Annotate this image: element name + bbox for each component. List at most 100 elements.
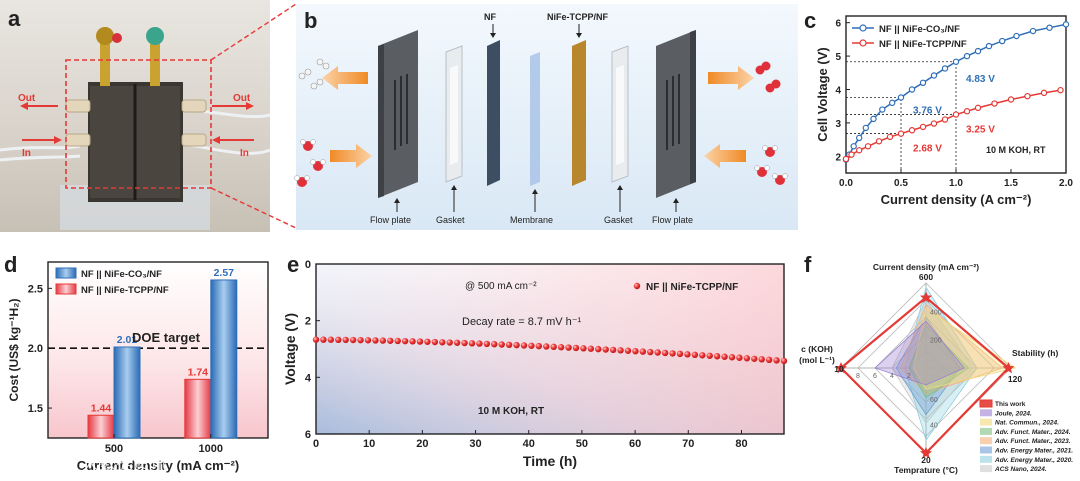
radar-series <box>908 324 970 399</box>
axis-tick-top: 400 <box>930 309 942 316</box>
panel-f: f 600 120 20 10 200 400 2 4 6 8 60 40 Current densit… <box>799 252 1073 475</box>
series-line <box>845 23 1067 161</box>
legend-label: Joule, 2024. <box>995 410 1032 417</box>
panel-c: c 0.0 0.5 1.0 1.5 2.0 2 3 4 5 6 Current density (A… <box>804 8 1073 207</box>
data-point <box>919 123 927 131</box>
bar <box>113 346 141 439</box>
y-tick-label: 3 <box>835 119 841 130</box>
y-tick-label: 4 <box>835 85 841 96</box>
label-nf: NF <box>484 12 496 22</box>
legend-label: NF || NiFe-CO₃/NF <box>81 269 162 280</box>
data-point <box>639 348 647 355</box>
legend-label: NF || NiFe-CO₃/NF <box>879 24 960 35</box>
data-point <box>453 339 461 346</box>
x-axis-label: Current density (mA cm⁻²) <box>77 458 239 473</box>
y-tick-label: 2.0 <box>28 343 43 355</box>
zoom-box <box>65 59 212 189</box>
data-point <box>1024 92 1031 100</box>
data-point <box>327 336 335 343</box>
data-point <box>624 347 632 354</box>
data-point <box>991 100 998 107</box>
fitting <box>65 133 91 147</box>
x-axis-label: Time (h) <box>523 453 577 469</box>
data-point <box>963 108 971 115</box>
data-point <box>848 151 855 158</box>
x-tick-label: 0.0 <box>839 178 853 189</box>
data-point <box>773 357 780 364</box>
data-point <box>889 99 896 107</box>
data-point <box>446 339 453 346</box>
bar-value-label: 2.57 <box>214 267 235 279</box>
legend-marker <box>633 282 641 290</box>
panel-letter-a: a <box>8 6 21 31</box>
label-nife-tcpp: NiFe-TCPP/NF <box>547 12 609 22</box>
watermark: 大数据资讯 <box>52 454 167 473</box>
flow-plate-right <box>656 30 696 198</box>
chart-e: 0 10 20 30 40 50 60 70 80 0 2 4 6 Time (h) Voltage (V)… <box>282 259 788 469</box>
data-point <box>468 340 476 347</box>
axis-max-right: 120 <box>1008 374 1022 384</box>
panel-letter-d: d <box>4 252 17 277</box>
x-tick-label: 70 <box>682 438 694 450</box>
data-label: 3.76 V <box>913 106 942 117</box>
legend-label: Nat. Commun., 2024. <box>995 420 1059 427</box>
data-point <box>758 356 765 363</box>
condition-bottom: 10 M KOH, RT <box>478 406 544 417</box>
data-point <box>661 349 669 357</box>
data-point <box>520 342 528 349</box>
data-point <box>401 337 409 345</box>
data-point <box>706 352 713 359</box>
data-point <box>684 351 691 358</box>
data-point <box>780 357 788 365</box>
label-membrane: Membrane <box>510 215 553 225</box>
arrow-out-o2 <box>322 66 368 90</box>
legend-label: Adv. Energy Mater., 2020. <box>994 457 1073 464</box>
data-point <box>349 336 357 344</box>
data-label: 4.83 V <box>966 74 995 85</box>
radar-star-marker <box>1002 362 1015 374</box>
axis-label-temperature: Temprature (°C) <box>894 465 958 475</box>
data-point <box>572 344 580 352</box>
x-tick-label: 0 <box>313 438 319 450</box>
axis-max-bottom: 20 <box>921 455 931 465</box>
x-tick-label: 500 <box>105 443 123 455</box>
x-tick-label: 2.0 <box>1059 178 1073 189</box>
axis-max-top: 600 <box>919 272 933 282</box>
data-point <box>963 52 971 60</box>
data-point <box>856 147 863 154</box>
fitting <box>65 99 91 113</box>
data-point <box>879 106 886 113</box>
y-tick-label: 0 <box>305 259 311 271</box>
legend-swatch <box>980 427 992 435</box>
data-point <box>919 79 927 87</box>
data-point <box>312 336 320 343</box>
data-point <box>342 336 349 344</box>
data-label: 2.68 V <box>913 144 942 155</box>
legend-label: Adv. Funct. Mater., 2024. <box>994 429 1071 436</box>
legend-swatch <box>980 437 992 445</box>
data-point <box>535 342 543 350</box>
data-point <box>974 47 982 55</box>
data-point <box>476 340 483 347</box>
arrow-in-right <box>704 144 746 168</box>
data-point <box>587 345 595 352</box>
data-point <box>908 127 916 134</box>
data-point <box>602 346 609 353</box>
data-point <box>897 94 905 101</box>
data-point <box>1057 86 1064 94</box>
y-tick-label: 2.5 <box>28 283 43 295</box>
doe-target-label: DOE target <box>132 330 201 345</box>
data-point <box>765 356 773 364</box>
panel-letter-e: e <box>287 252 299 277</box>
plot-frame <box>315 263 785 435</box>
data-point <box>580 345 587 352</box>
radar-series <box>895 316 961 416</box>
legend-swatch <box>55 283 77 295</box>
y-axis-label: Voltage (V) <box>282 313 298 385</box>
axis-label-stability: Stability (h) <box>1012 348 1058 358</box>
data-point <box>908 86 916 93</box>
y-tick-label: 1.5 <box>28 403 43 415</box>
legend-marker <box>859 24 867 32</box>
axis-label-koh: c (KOH) <box>801 344 833 354</box>
